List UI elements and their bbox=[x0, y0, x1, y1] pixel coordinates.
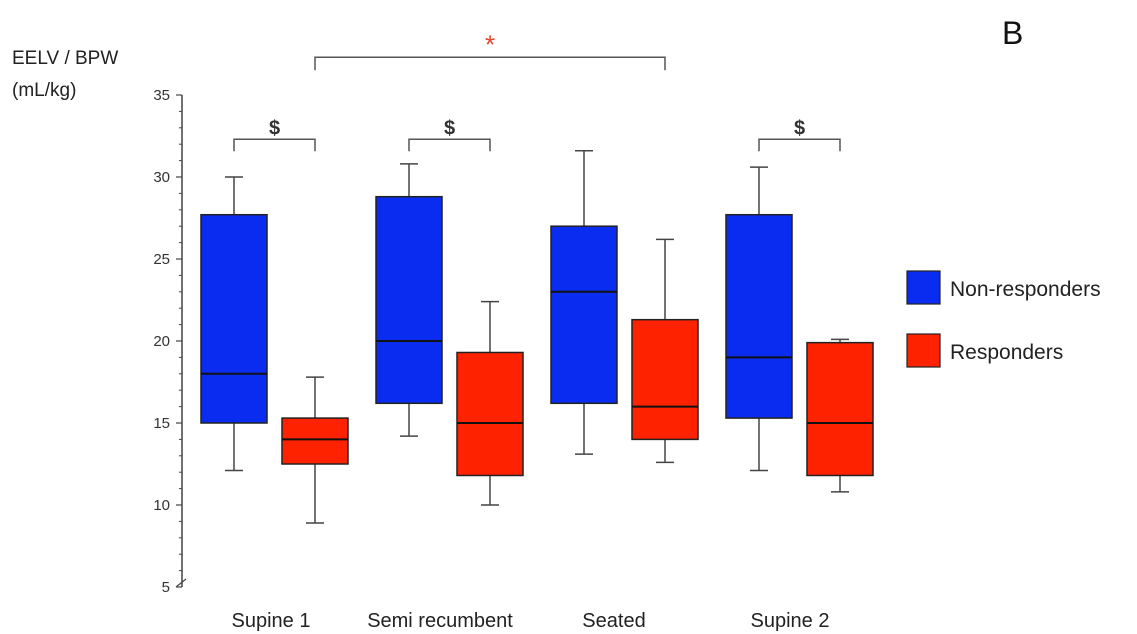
x-category-label-seated: Seated bbox=[582, 610, 645, 632]
significance-marker-0: $ bbox=[269, 117, 280, 139]
plot-area: 5 10 15 20 25 30 35 Supine 1 Semi recumbent Seate… bbox=[153, 29, 874, 632]
legend-label-non-responders: Non-responders bbox=[950, 278, 1101, 301]
y-tick-label-25: 25 bbox=[153, 251, 170, 268]
box-responders-seated bbox=[631, 318, 699, 441]
box-responders-semi-recumbent bbox=[456, 351, 524, 477]
y-tick-label-15: 15 bbox=[153, 415, 170, 432]
significance-marker-1: $ bbox=[444, 117, 455, 139]
y-axis-label-line-1: EELV / BPW bbox=[12, 48, 118, 69]
box-non-responders-semi-recumbent bbox=[375, 195, 443, 405]
x-category-label-supine-2: Supine 2 bbox=[751, 610, 830, 632]
legend: Non-responders Responders bbox=[906, 270, 1101, 368]
x-category-label-supine-1: Supine 1 bbox=[232, 610, 311, 632]
y-tick-label-35: 35 bbox=[153, 87, 170, 104]
y-tick-label-20: 20 bbox=[153, 333, 170, 350]
box-non-responders-supine-1 bbox=[200, 213, 268, 424]
x-axis-stub bbox=[175, 578, 187, 588]
box-responders-supine-2 bbox=[806, 341, 874, 477]
significance-bracket-1 bbox=[408, 138, 491, 152]
y-tick-label-10: 10 bbox=[153, 497, 170, 514]
y-tick-label-30: 30 bbox=[153, 169, 170, 186]
box-responders-supine-1 bbox=[281, 417, 349, 465]
significance-bracket-0 bbox=[233, 138, 316, 152]
significance-bracket-3 bbox=[314, 56, 666, 71]
legend-label-responders: Responders bbox=[950, 341, 1063, 364]
x-category-label-semi-recumbent: Semi recumbent bbox=[367, 610, 513, 632]
panel-label: B bbox=[1002, 15, 1023, 51]
significance-bracket-2 bbox=[758, 138, 841, 152]
y-tick-label-5: 5 bbox=[162, 579, 170, 596]
significance-star: * bbox=[485, 29, 495, 59]
significance-marker-2: $ bbox=[794, 117, 805, 139]
y-axis-label-line-2: (mL/kg) bbox=[12, 80, 76, 101]
box-non-responders-supine-2 bbox=[725, 213, 793, 419]
legend-swatch-non-responders bbox=[906, 270, 941, 305]
box-non-responders-seated bbox=[550, 225, 618, 405]
legend-swatch-responders bbox=[906, 333, 941, 368]
